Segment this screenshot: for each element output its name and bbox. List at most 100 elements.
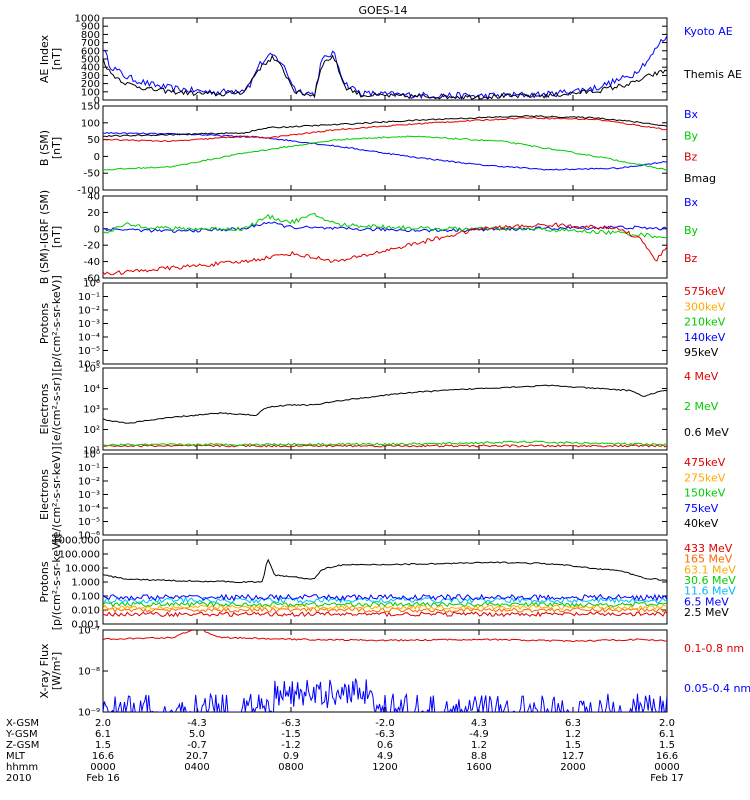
- series-line-30-6-mev: [103, 601, 667, 608]
- y-tick-label: 50: [87, 135, 100, 146]
- y-axis-label: Protons: [38, 303, 51, 344]
- y-axis-label: [e/(cm²-s-sr)]: [50, 373, 63, 446]
- ephemeris-row-label: 2010: [6, 773, 31, 784]
- y-axis-label: [W/m²]: [50, 652, 63, 690]
- ephemeris-value: 20.7: [186, 751, 208, 762]
- ephemeris-value: 0000: [654, 762, 679, 773]
- y-tick-label: 1000.000: [52, 536, 100, 547]
- legend-entry: 0.6 MeV: [684, 426, 729, 439]
- ephemeris-value: 1.2: [565, 729, 581, 740]
- series-line-2-5-mev: [103, 558, 667, 584]
- ephemeris-value: 1600: [466, 762, 491, 773]
- y-axis-label: [e/(cm²-s-sr-keV)]: [50, 446, 63, 542]
- legend-entry: 40keV: [684, 517, 719, 530]
- ephemeris-value: 1.5: [95, 740, 111, 751]
- ephemeris-value: 2000: [560, 762, 585, 773]
- y-tick-label: 1000: [75, 14, 100, 25]
- ephemeris-value: 0800: [278, 762, 303, 773]
- y-tick-label: 300: [81, 71, 100, 82]
- panel-frame: [102, 282, 668, 365]
- y-axis-label: B (SM): [38, 130, 51, 166]
- ephemeris-value: 8.8: [471, 751, 487, 762]
- legend-entry: Bx: [684, 196, 699, 209]
- series-group: [103, 35, 667, 100]
- ephemeris-value: -1.5: [281, 729, 301, 740]
- legend-entry: 75keV: [684, 502, 719, 515]
- ephemeris-value: 12.7: [562, 751, 584, 762]
- ephemeris-value: 0400: [184, 762, 209, 773]
- y-axis-label: [nT]: [50, 137, 63, 159]
- legend-entry: 300keV: [684, 300, 726, 313]
- ephemeris-row-label: Z-GSM: [6, 740, 39, 751]
- panel-db: -60 -40 -20 0 20 40 B (SM)-IGRF (SM) [nT] Bx By Bz: [38, 190, 699, 285]
- y-axis-label: B (SM)-IGRF (SM): [38, 190, 51, 284]
- series-group: [103, 212, 667, 276]
- ephemeris-value: 6.1: [95, 729, 111, 740]
- series-line-bx: [103, 131, 667, 171]
- y-tick-label: 10⁻⁶: [78, 360, 100, 371]
- figure-title: GOES-14: [358, 4, 407, 17]
- legend-entry: 6.5 MeV: [684, 595, 729, 608]
- series-line-kyoto-ae: [103, 35, 667, 100]
- ephemeris-value: 0.9: [283, 751, 299, 762]
- y-tick-label: 10⁰: [83, 279, 100, 290]
- series-line-0-6-mev: [103, 384, 667, 424]
- ephemeris-value: 16.6: [656, 751, 678, 762]
- legend-entry: 2.5 MeV: [684, 606, 729, 619]
- panel-frame: [102, 195, 668, 279]
- legend-entry: Bmag: [684, 172, 716, 185]
- y-tick-label: 500: [81, 55, 100, 66]
- series-line-2-mev: [103, 440, 667, 447]
- legend-entry: By: [684, 129, 699, 142]
- y-tick-label: 400: [81, 63, 100, 74]
- ephemeris-value: -2.0: [375, 718, 395, 729]
- y-tick-label: 200: [81, 79, 100, 90]
- legend-entry: Bz: [684, 151, 698, 164]
- y-tick-label: 10¹: [83, 446, 100, 457]
- ephemeris-value: 1200: [372, 762, 397, 773]
- y-tick-label: 10⁴: [83, 384, 100, 395]
- series-line-6-5-mev: [103, 593, 667, 602]
- y-tick-label: 150: [81, 102, 100, 113]
- y-tick-label: 900: [81, 22, 100, 33]
- legend-entry: 433 MeV: [684, 542, 733, 555]
- ephemeris-value: 1.2: [471, 740, 487, 751]
- ephemeris-row-label: X-GSM: [6, 718, 39, 729]
- y-axis-label: [p/(cm²-s-sr-keV)]: [50, 275, 63, 372]
- panel-pr1: 10⁻⁶ 10⁻⁵ 10⁻⁴ 10⁻³ 10⁻² 10⁻¹ 10⁰ Protons [p/(cm…: [38, 275, 726, 372]
- y-tick-label: 10.000: [65, 564, 100, 575]
- y-axis-label: Protons: [38, 561, 51, 602]
- y-axis-label: Electrons: [38, 383, 51, 434]
- series-line-433-mev: [103, 610, 667, 618]
- series-line-bz: [103, 222, 667, 276]
- ephemeris-value: 4.3: [471, 718, 487, 729]
- series-group: [103, 384, 667, 448]
- series-line-4-mev: [103, 444, 667, 448]
- y-tick-label: 0: [94, 152, 100, 163]
- ephemeris-value: 2.0: [659, 718, 675, 729]
- legend-entry: 165 MeV: [684, 553, 733, 566]
- series-line-by: [103, 135, 667, 171]
- y-tick-label: -50: [84, 169, 100, 180]
- y-axis-label: [p/(cm²-s-sr-keV)]: [50, 534, 63, 631]
- y-tick-label: 100.000: [59, 550, 100, 561]
- y-tick-label: 20: [87, 208, 100, 219]
- y-tick-label: -100: [77, 186, 100, 197]
- series-line-0-1-0-8-nm: [103, 630, 667, 643]
- ephemeris-value: 2.0: [95, 718, 111, 729]
- series-line-bx: [103, 221, 667, 233]
- legend-entry: 63.1 MeV: [684, 563, 736, 576]
- legend-entry: Kyoto AE: [684, 25, 733, 38]
- y-tick-label: -60: [84, 274, 100, 285]
- y-tick-label: 10⁻²: [78, 477, 100, 488]
- ephemeris-value: -1.2: [281, 740, 301, 751]
- series-group: [103, 630, 667, 712]
- y-axis-label: [nT]: [50, 226, 63, 248]
- y-tick-label: 10⁻⁹: [78, 708, 100, 719]
- series-line-themis-ae: [103, 54, 667, 100]
- panel-xray: 10⁻⁹ 10⁻⁸ 10⁻⁷ X-ray Flux [W/m²] 0.1-0.8 nm 0.…: [38, 626, 750, 719]
- y-tick-label: 10⁻⁶: [78, 531, 100, 542]
- ephemeris-value: 6.1: [659, 729, 675, 740]
